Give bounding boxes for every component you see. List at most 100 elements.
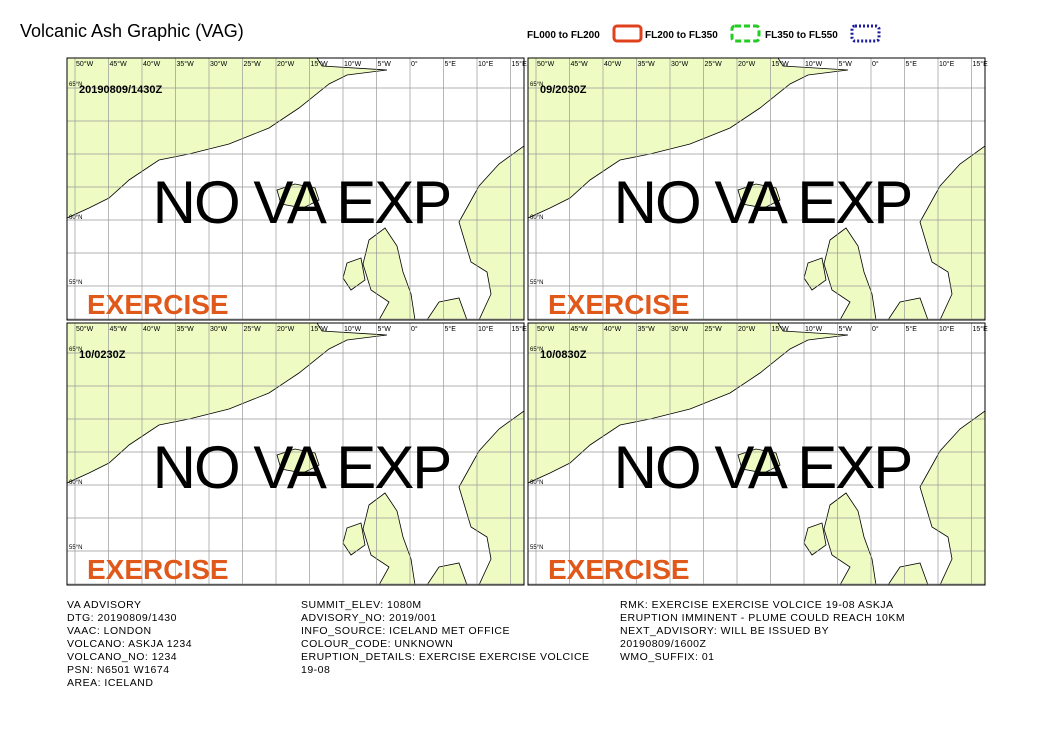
legend-label: FL200 to FL350	[645, 30, 718, 41]
lon-label: 45°W	[571, 325, 589, 333]
lon-label: 15°W	[311, 60, 329, 68]
lon-label: 10°E	[939, 60, 955, 68]
panel-frame	[66, 57, 525, 321]
lon-label: 50°W	[76, 60, 94, 68]
lon-label: 40°W	[143, 60, 161, 68]
footer-line: INFO_SOURCE: ICELAND MET OFFICE	[301, 625, 510, 637]
land	[362, 492, 416, 585]
land	[737, 448, 781, 474]
lon-label: 20°W	[277, 325, 295, 333]
lon-label: 10°W	[805, 325, 823, 333]
land	[919, 145, 985, 320]
land	[426, 297, 468, 320]
map-panel: 50°W 45°W 40°W 35°W 30°W 25°W 20°W 15°W 10°W 5°W 0…	[66, 57, 528, 321]
lon-label: 45°W	[110, 60, 128, 68]
footer-line: COLOUR_CODE: UNKNOWN	[301, 638, 453, 650]
lon-label: 15°E	[512, 60, 528, 68]
land	[342, 257, 366, 291]
panel-time: 10/0830Z	[540, 349, 587, 361]
lon-label: 15°W	[311, 325, 329, 333]
lat-label: 60°N	[530, 480, 543, 486]
lon-label: 10°W	[344, 325, 362, 333]
lat-label: 60°N	[69, 215, 82, 221]
land	[887, 297, 929, 320]
lon-label: 5°E	[445, 325, 457, 333]
land	[919, 410, 985, 585]
footer-line: PSN: N6501 W1674	[67, 664, 170, 676]
map-layer	[528, 58, 985, 320]
lon-label: 5°E	[445, 60, 457, 68]
title: Volcanic Ash Graphic (VAG)	[20, 21, 244, 41]
lat-label: 55°N	[530, 280, 543, 286]
panel-frame	[527, 322, 986, 586]
lon-label: 5°W	[378, 60, 392, 68]
footer-line: ERUPTION_DETAILS: EXERCISE EXERCISE VOLC…	[301, 651, 590, 663]
land	[458, 410, 524, 585]
footer-line: VOLCANO_NO: 1234	[67, 651, 177, 663]
land	[803, 257, 827, 291]
land	[528, 58, 849, 219]
footer-line: SUMMIT_ELEV: 1080M	[301, 599, 422, 611]
lon-label: 0°	[872, 60, 879, 68]
lon-label: 25°W	[244, 325, 262, 333]
footer-line: RMK: EXERCISE EXERCISE VOLCICE 19-08 ASK…	[620, 599, 894, 611]
lon-label: 30°W	[671, 325, 689, 333]
map-panel: 50°W 45°W 40°W 35°W 30°W 25°W 20°W 15°W 10°W 5°W 0…	[66, 322, 528, 586]
legend-swatch	[612, 24, 643, 43]
land	[67, 323, 388, 484]
lon-label: 10°E	[939, 325, 955, 333]
footer-line: 19-08	[301, 664, 330, 676]
land	[887, 562, 929, 585]
lon-label: 40°W	[604, 60, 622, 68]
land	[342, 522, 366, 556]
map-layer	[528, 323, 985, 585]
land	[823, 492, 877, 585]
lon-label: 15°E	[973, 60, 989, 68]
lat-label: 55°N	[69, 280, 82, 286]
lon-label: 5°W	[378, 325, 392, 333]
footer-line: ADVISORY_NO: 2019/001	[301, 612, 437, 624]
legend-swatch	[850, 24, 881, 43]
lon-label: 10°E	[478, 60, 494, 68]
lat-label: 65°N	[69, 82, 82, 88]
lon-label: 30°W	[210, 325, 228, 333]
land	[803, 522, 827, 556]
lon-label: 15°W	[772, 325, 790, 333]
lon-label: 0°	[411, 60, 418, 68]
status: NO VA EXP	[614, 434, 912, 501]
lon-label: 5°W	[839, 60, 853, 68]
land	[823, 227, 877, 320]
lat-label: 65°N	[530, 347, 543, 353]
lon-label: 10°E	[478, 325, 494, 333]
lon-label: 5°E	[906, 325, 918, 333]
land	[458, 145, 524, 320]
lon-label: 20°W	[738, 60, 756, 68]
land	[67, 58, 388, 219]
footer-line: WMO_SUFFIX: 01	[620, 651, 715, 663]
lon-label: 25°W	[244, 60, 262, 68]
footer-line: VA ADVISORY	[67, 599, 142, 611]
lon-label: 15°E	[512, 325, 528, 333]
footer-line: NEXT_ADVISORY: WILL BE ISSUED BY	[620, 625, 829, 637]
watermark: EXERCISE	[87, 289, 229, 320]
land	[276, 448, 320, 474]
land	[362, 227, 416, 320]
footer-line: VAAC: LONDON	[67, 625, 152, 637]
lat-label: 55°N	[69, 545, 82, 551]
land	[426, 562, 468, 585]
lon-label: 0°	[411, 325, 418, 333]
lon-label: 25°W	[705, 325, 723, 333]
panel-frame	[527, 57, 986, 321]
lon-label: 35°W	[638, 325, 656, 333]
watermark: EXERCISE	[548, 554, 690, 585]
lon-label: 35°W	[177, 60, 195, 68]
lon-label: 5°E	[906, 60, 918, 68]
legend-swatch	[730, 24, 761, 43]
lon-label: 45°W	[571, 60, 589, 68]
lat-label: 60°N	[69, 480, 82, 486]
land	[276, 183, 320, 209]
footer-line: DTG: 20190809/1430	[67, 612, 177, 624]
lon-label: 50°W	[537, 325, 555, 333]
lon-label: 20°W	[738, 325, 756, 333]
watermark: EXERCISE	[87, 554, 229, 585]
